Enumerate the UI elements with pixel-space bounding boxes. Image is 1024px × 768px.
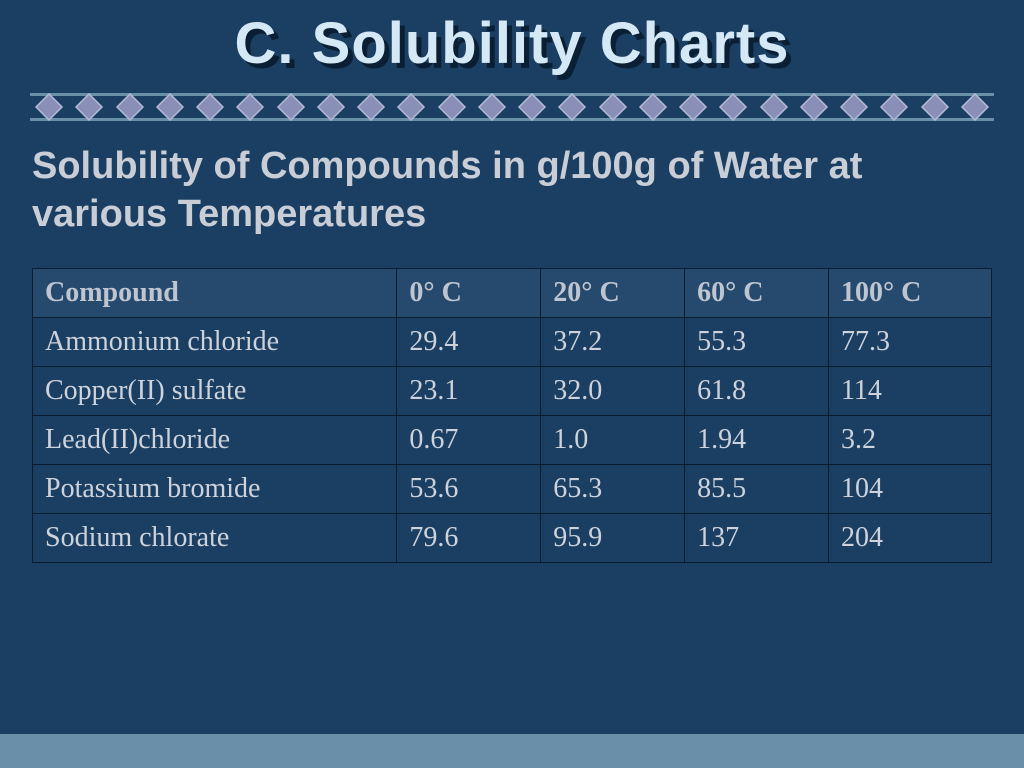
value-cell: 55.3 <box>685 318 829 367</box>
diamond-icon <box>74 92 104 122</box>
value-cell: 37.2 <box>541 318 685 367</box>
diamond-icon <box>34 92 64 122</box>
compound-name-cell: Lead(II)chloride <box>33 416 397 465</box>
table-header-cell: 20° C <box>541 269 685 318</box>
table-row: Sodium chlorate79.695.9137204 <box>33 514 992 563</box>
compound-name-cell: Copper(II) sulfate <box>33 367 397 416</box>
diamond-icon <box>316 92 346 122</box>
value-cell: 104 <box>828 465 991 514</box>
diamond-icon <box>960 92 990 122</box>
value-cell: 77.3 <box>828 318 991 367</box>
table-header-cell: 60° C <box>685 269 829 318</box>
solubility-table-wrap: Compound0° C20° C60° C100° C Ammonium ch… <box>32 268 992 563</box>
bottom-band <box>0 734 1024 768</box>
value-cell: 3.2 <box>828 416 991 465</box>
diamond-icon <box>235 92 265 122</box>
value-cell: 65.3 <box>541 465 685 514</box>
value-cell: 61.8 <box>685 367 829 416</box>
diamond-icon <box>356 92 386 122</box>
compound-name-cell: Ammonium chloride <box>33 318 397 367</box>
value-cell: 53.6 <box>397 465 541 514</box>
slide-title: C. Solubility Charts C. Solubility Chart… <box>0 0 1024 89</box>
diamond-icon <box>276 92 306 122</box>
diamond-icon <box>195 92 225 122</box>
divider <box>30 89 994 125</box>
table-header-cell: 0° C <box>397 269 541 318</box>
diamond-icon <box>437 92 467 122</box>
value-cell: 32.0 <box>541 367 685 416</box>
diamond-icon <box>598 92 628 122</box>
value-cell: 95.9 <box>541 514 685 563</box>
diamond-icon <box>396 92 426 122</box>
value-cell: 29.4 <box>397 318 541 367</box>
diamond-icon <box>155 92 185 122</box>
table-row: Copper(II) sulfate23.132.061.8114 <box>33 367 992 416</box>
value-cell: 204 <box>828 514 991 563</box>
subtitle: Solubility of Compounds in g/100g of Wat… <box>32 143 992 238</box>
diamond-icon <box>759 92 789 122</box>
value-cell: 1.0 <box>541 416 685 465</box>
table-header-cell: Compound <box>33 269 397 318</box>
diamond-icon <box>920 92 950 122</box>
table-row: Potassium bromide53.665.385.5104 <box>33 465 992 514</box>
diamond-icon <box>678 92 708 122</box>
value-cell: 1.94 <box>685 416 829 465</box>
compound-name-cell: Potassium bromide <box>33 465 397 514</box>
value-cell: 137 <box>685 514 829 563</box>
solubility-table: Compound0° C20° C60° C100° C Ammonium ch… <box>32 268 992 563</box>
title-text: C. Solubility Charts <box>0 10 1024 77</box>
diamond-icon <box>477 92 507 122</box>
table-header-row: Compound0° C20° C60° C100° C <box>33 269 992 318</box>
value-cell: 79.6 <box>397 514 541 563</box>
table-header-cell: 100° C <box>828 269 991 318</box>
table-body: Ammonium chloride29.437.255.377.3Copper(… <box>33 318 992 563</box>
diamond-icon <box>839 92 869 122</box>
diamond-row <box>30 92 994 122</box>
diamond-icon <box>557 92 587 122</box>
value-cell: 23.1 <box>397 367 541 416</box>
compound-name-cell: Sodium chlorate <box>33 514 397 563</box>
table-row: Lead(II)chloride0.671.01.943.2 <box>33 416 992 465</box>
diamond-icon <box>718 92 748 122</box>
diamond-icon <box>638 92 668 122</box>
value-cell: 0.67 <box>397 416 541 465</box>
diamond-icon <box>115 92 145 122</box>
value-cell: 114 <box>828 367 991 416</box>
diamond-icon <box>799 92 829 122</box>
table-row: Ammonium chloride29.437.255.377.3 <box>33 318 992 367</box>
value-cell: 85.5 <box>685 465 829 514</box>
diamond-icon <box>517 92 547 122</box>
diamond-icon <box>879 92 909 122</box>
